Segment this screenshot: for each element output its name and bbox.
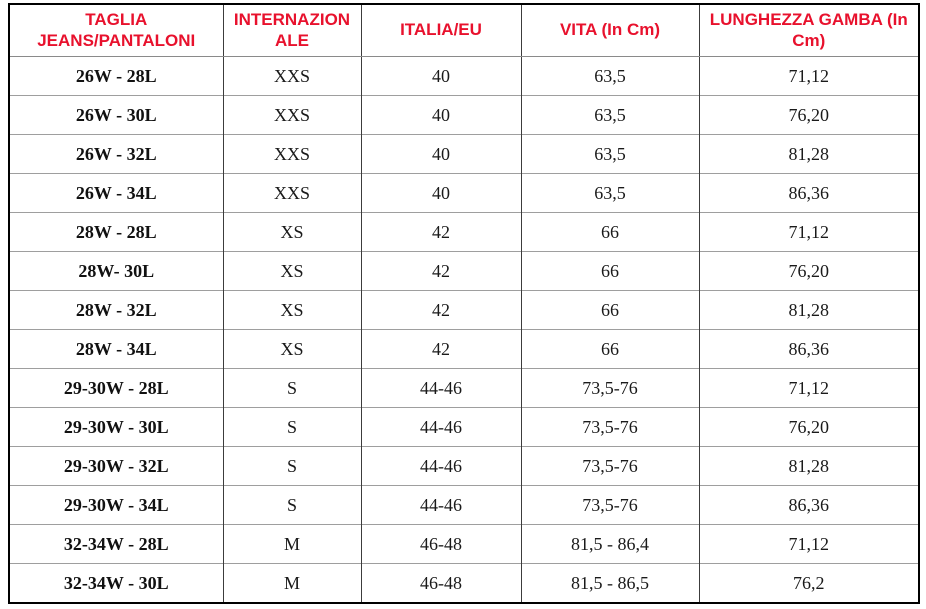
table-row: 26W - 32L XXS 40 63,5 81,28 [9,134,919,174]
table-row: 32-34W - 28L M 46-48 81,5 - 86,4 71,12 [9,524,919,564]
cell-vita: 63,5 [520,56,699,96]
cell-italia-eu: 46-48 [360,524,521,564]
cell-internazionale: XS [222,251,361,291]
cell-lunghezza-gamba: 76,20 [698,251,919,291]
cell-vita: 81,5 - 86,4 [520,524,699,564]
cell-italia-eu: 44-46 [360,485,521,525]
table-row: 29-30W - 30L S 44-46 73,5-76 76,20 [9,407,919,447]
cell-lunghezza-gamba: 76,20 [698,95,919,135]
cell-lunghezza-gamba: 76,2 [698,563,919,604]
cell-taglia: 29-30W - 30L [9,407,223,447]
cell-lunghezza-gamba: 86,36 [698,329,919,369]
cell-taglia: 32-34W - 28L [9,524,223,564]
table-row: 29-30W - 32L S 44-46 73,5-76 81,28 [9,446,919,486]
cell-italia-eu: 42 [360,251,521,291]
cell-taglia: 26W - 32L [9,134,223,174]
cell-internazionale: XXS [222,173,361,213]
cell-vita: 73,5-76 [520,368,699,408]
cell-taglia: 28W - 32L [9,290,223,330]
cell-internazionale: S [222,446,361,486]
cell-taglia: 29-30W - 28L [9,368,223,408]
cell-vita: 81,5 - 86,5 [520,563,699,604]
cell-internazionale: S [222,368,361,408]
table-row: 26W - 28L XXS 40 63,5 71,12 [9,56,919,96]
size-chart-table: TAGLIA JEANS/PANTALONI INTERNAZIONALE IT… [8,3,920,605]
table-row: 28W - 32L XS 42 66 81,28 [9,290,919,330]
cell-vita: 73,5-76 [520,485,699,525]
cell-vita: 63,5 [520,134,699,174]
table-row: 29-30W - 28L S 44-46 73,5-76 71,12 [9,368,919,408]
cell-internazionale: XXS [222,95,361,135]
table-row: 29-30W - 34L S 44-46 73,5-76 86,36 [9,485,919,525]
cell-taglia: 28W - 34L [9,329,223,369]
cell-italia-eu: 42 [360,290,521,330]
cell-lunghezza-gamba: 81,28 [698,290,919,330]
cell-taglia: 29-30W - 34L [9,485,223,525]
cell-lunghezza-gamba: 71,12 [698,524,919,564]
cell-vita: 63,5 [520,95,699,135]
size-chart-header: TAGLIA JEANS/PANTALONI INTERNAZIONALE IT… [9,4,919,58]
cell-italia-eu: 44-46 [360,368,521,408]
column-header-vita-cm: VITA (In Cm) [520,4,699,58]
cell-lunghezza-gamba: 71,12 [698,56,919,96]
cell-italia-eu: 40 [360,95,521,135]
cell-taglia: 28W- 30L [9,251,223,291]
cell-italia-eu: 46-48 [360,563,521,604]
cell-internazionale: XXS [222,134,361,174]
cell-italia-eu: 44-46 [360,407,521,447]
cell-taglia: 26W - 30L [9,95,223,135]
cell-vita: 66 [520,329,699,369]
table-row: 28W - 28L XS 42 66 71,12 [9,212,919,252]
cell-italia-eu: 40 [360,56,521,96]
table-row: 26W - 30L XXS 40 63,5 76,20 [9,95,919,135]
header-row: TAGLIA JEANS/PANTALONI INTERNAZIONALE IT… [9,4,919,58]
cell-taglia: 32-34W - 30L [9,563,223,604]
cell-vita: 73,5-76 [520,407,699,447]
cell-internazionale: XS [222,290,361,330]
cell-taglia: 26W - 34L [9,173,223,213]
cell-internazionale: XS [222,329,361,369]
cell-vita: 66 [520,251,699,291]
cell-lunghezza-gamba: 86,36 [698,485,919,525]
cell-internazionale: M [222,563,361,604]
cell-lunghezza-gamba: 86,36 [698,173,919,213]
column-header-internazionale: INTERNAZIONALE [222,4,361,58]
cell-taglia: 26W - 28L [9,56,223,96]
cell-vita: 73,5-76 [520,446,699,486]
cell-lunghezza-gamba: 71,12 [698,368,919,408]
cell-taglia: 28W - 28L [9,212,223,252]
cell-internazionale: XS [222,212,361,252]
cell-italia-eu: 40 [360,173,521,213]
cell-internazionale: M [222,524,361,564]
cell-lunghezza-gamba: 81,28 [698,134,919,174]
cell-lunghezza-gamba: 71,12 [698,212,919,252]
size-table-body: 26W - 28L XXS 40 63,5 71,12 26W - 30L XXS 40 63,… [9,56,919,604]
table-row: 26W - 34L XXS 40 63,5 86,36 [9,173,919,213]
cell-internazionale: S [222,407,361,447]
table-row: 32-34W - 30L M 46-48 81,5 - 86,5 76,2 [9,563,919,604]
column-header-italia-eu: ITALIA/EU [360,4,521,58]
cell-internazionale: S [222,485,361,525]
cell-lunghezza-gamba: 76,20 [698,407,919,447]
column-header-taglia-jeans-pantaloni: TAGLIA JEANS/PANTALONI [9,4,223,58]
cell-vita: 66 [520,212,699,252]
cell-italia-eu: 42 [360,212,521,252]
cell-internazionale: XXS [222,56,361,96]
cell-taglia: 29-30W - 32L [9,446,223,486]
cell-vita: 63,5 [520,173,699,213]
table-row: 28W - 34L XS 42 66 86,36 [9,329,919,369]
cell-vita: 66 [520,290,699,330]
column-header-lunghezza-gamba-cm: LUNGHEZZA GAMBA (In Cm) [698,4,919,58]
cell-italia-eu: 42 [360,329,521,369]
cell-italia-eu: 44-46 [360,446,521,486]
cell-lunghezza-gamba: 81,28 [698,446,919,486]
table-row: 28W- 30L XS 42 66 76,20 [9,251,919,291]
cell-italia-eu: 40 [360,134,521,174]
